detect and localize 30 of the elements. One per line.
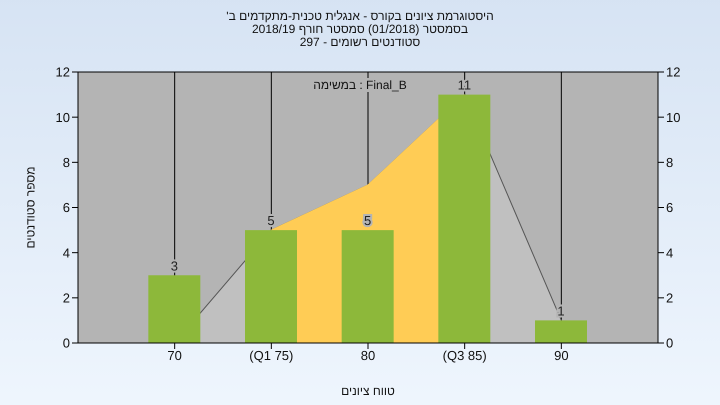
bar <box>535 320 587 343</box>
x-tick-label: 80 <box>360 348 376 364</box>
y2-tick-label: 10 <box>666 110 680 125</box>
data-label: 5 <box>364 213 372 228</box>
x-tick-label: (Q3 85) <box>442 348 487 364</box>
y-tick-label: 4 <box>62 245 70 260</box>
y2-tick-label: 0 <box>666 336 674 351</box>
x-tick-label: 70 <box>167 348 182 364</box>
y-tick-label: 12 <box>56 64 70 80</box>
y-tick-label: 0 <box>62 336 70 351</box>
y-tick-label: 2 <box>62 290 70 306</box>
x-axis-title: טווח ציונים <box>341 384 396 398</box>
chart-title: היסטוגרמת ציונים בקורס - אנגלית טכנית-מתקדמים ב' <box>225 9 495 23</box>
annotation: במשימה : Final_B <box>310 78 410 92</box>
y2-tick-label: 2 <box>666 290 674 306</box>
x-tick-label: 90 <box>554 348 569 364</box>
y-tick-label: 10 <box>56 110 70 125</box>
y-tick-label: 8 <box>62 154 70 170</box>
y-tick-label: 6 <box>62 200 70 216</box>
y2-tick-label: 8 <box>666 154 674 170</box>
y2-tick-label: 4 <box>666 245 674 260</box>
x-tick-label: (Q1 75) <box>249 348 294 364</box>
y-axis-title: מספר סטודנטים <box>23 166 38 249</box>
y2-tick-label: 12 <box>666 64 680 80</box>
y2-tick-label: 6 <box>666 200 674 216</box>
chart-subtitle: בסמסטר (01/2018) סמסטר חורף 2018/19 סטודנטים רשומים - 297 <box>252 22 470 49</box>
bar <box>342 230 394 343</box>
bar <box>245 230 297 343</box>
bar <box>438 94 490 343</box>
bar <box>148 275 200 343</box>
